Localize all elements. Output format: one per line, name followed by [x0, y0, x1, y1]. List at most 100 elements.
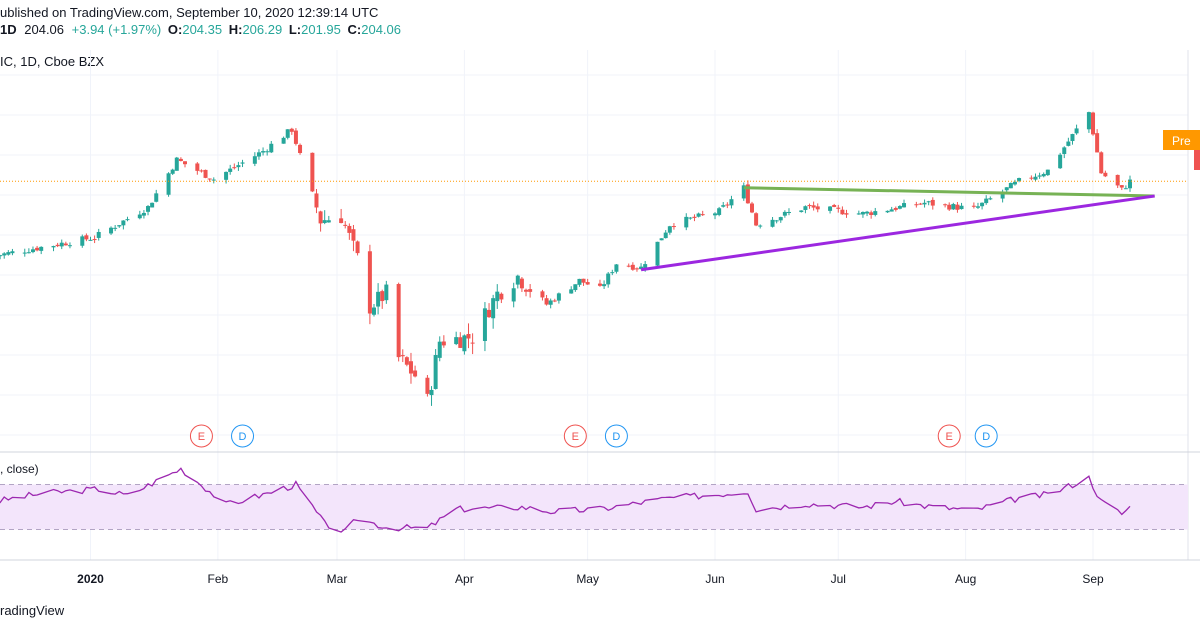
candle-down — [1115, 174, 1120, 186]
candle-up — [240, 162, 245, 164]
candle-up — [663, 232, 668, 239]
event-label: D — [982, 431, 990, 443]
candle-down — [232, 167, 237, 169]
candle-up — [51, 246, 56, 248]
candle-down — [581, 278, 586, 283]
last-price-tag — [1194, 150, 1200, 170]
trendline-support — [640, 194, 1155, 272]
candle-up — [0, 255, 3, 257]
candle-up — [154, 193, 159, 202]
event-marker-e: E — [937, 424, 961, 448]
candles — [0, 111, 1132, 406]
candle-up — [774, 220, 779, 222]
x-tick-label: Feb — [208, 572, 229, 586]
x-tick-label: Aug — [955, 572, 976, 586]
candle-down — [318, 211, 323, 224]
candle-up — [1017, 178, 1022, 181]
candle-up — [1123, 188, 1128, 190]
candle-up — [88, 239, 93, 241]
candle-up — [26, 252, 31, 254]
candle-up — [166, 173, 171, 195]
candle-up — [922, 202, 927, 205]
event-circle — [231, 424, 255, 448]
candle-up — [959, 205, 964, 210]
low-label: L: — [288, 22, 302, 37]
candle-up — [141, 212, 146, 216]
candle-down — [552, 300, 557, 302]
event-circle — [189, 424, 213, 448]
candle-down — [671, 226, 676, 228]
candle-up — [109, 227, 114, 234]
candle-down — [840, 209, 845, 215]
candle-up — [1128, 179, 1132, 189]
candle-down — [55, 244, 60, 247]
candle-up — [437, 341, 442, 358]
candle-up — [569, 289, 574, 294]
candle-down — [524, 289, 529, 292]
x-tick-label: Sep — [1082, 572, 1104, 586]
candle-down — [544, 298, 549, 305]
candle-up — [80, 236, 85, 246]
candle-up — [384, 284, 389, 301]
candle-down — [499, 293, 504, 300]
x-tick-label: Apr — [455, 572, 474, 586]
candle-down — [195, 163, 200, 171]
candle-up — [614, 264, 619, 272]
candle-down — [1099, 152, 1104, 174]
candle-down — [203, 169, 208, 178]
candle-down — [92, 239, 97, 241]
candle-down — [754, 213, 759, 226]
candle-up — [988, 198, 993, 200]
candle-up — [10, 251, 15, 254]
candle-up — [1041, 173, 1046, 177]
grid — [0, 50, 1200, 561]
event-label: E — [572, 431, 579, 443]
candle-down — [585, 282, 590, 285]
x-tick-label: May — [576, 572, 599, 586]
high-value: 206.29 — [242, 22, 283, 37]
candle-down — [343, 224, 348, 226]
candle-down — [380, 291, 385, 302]
candle-up — [1086, 112, 1091, 130]
candle-down — [298, 144, 303, 154]
candle-up — [606, 273, 611, 285]
candle-down — [815, 206, 820, 210]
candle-down — [207, 178, 212, 180]
candle-down — [745, 184, 750, 204]
candle-up — [610, 272, 615, 274]
candle-up — [454, 337, 459, 345]
candle-down — [914, 204, 919, 206]
event-label: D — [239, 431, 247, 443]
candle-down — [1029, 177, 1034, 179]
price-tag-bg — [1163, 130, 1200, 150]
candle-down — [971, 205, 976, 207]
candle-up — [125, 219, 130, 221]
candle-up — [491, 298, 496, 319]
candle-down — [930, 199, 935, 206]
candle-up — [1074, 128, 1079, 134]
candle-up — [495, 291, 500, 302]
candle-up — [121, 220, 126, 226]
last-price: 204.06 — [24, 22, 65, 37]
candle-down — [893, 207, 898, 210]
candle-down — [630, 264, 635, 270]
candle-up — [285, 129, 290, 138]
candle-up — [372, 307, 376, 315]
candle-up — [659, 238, 664, 241]
candle-up — [696, 213, 701, 217]
candle-down — [869, 212, 874, 215]
candle-up — [146, 206, 151, 212]
candle-up — [548, 300, 553, 305]
event-marker-e: E — [563, 424, 587, 448]
candle-up — [462, 335, 467, 352]
candle-up — [433, 355, 438, 389]
candle-down — [339, 218, 344, 224]
footer-brand: radingView — [0, 603, 65, 618]
candle-down — [470, 342, 475, 344]
candle-down — [725, 204, 730, 206]
candle-down — [955, 204, 960, 210]
candle-up — [1066, 141, 1071, 146]
candle-up — [1045, 169, 1050, 176]
candle-up — [1012, 181, 1017, 185]
